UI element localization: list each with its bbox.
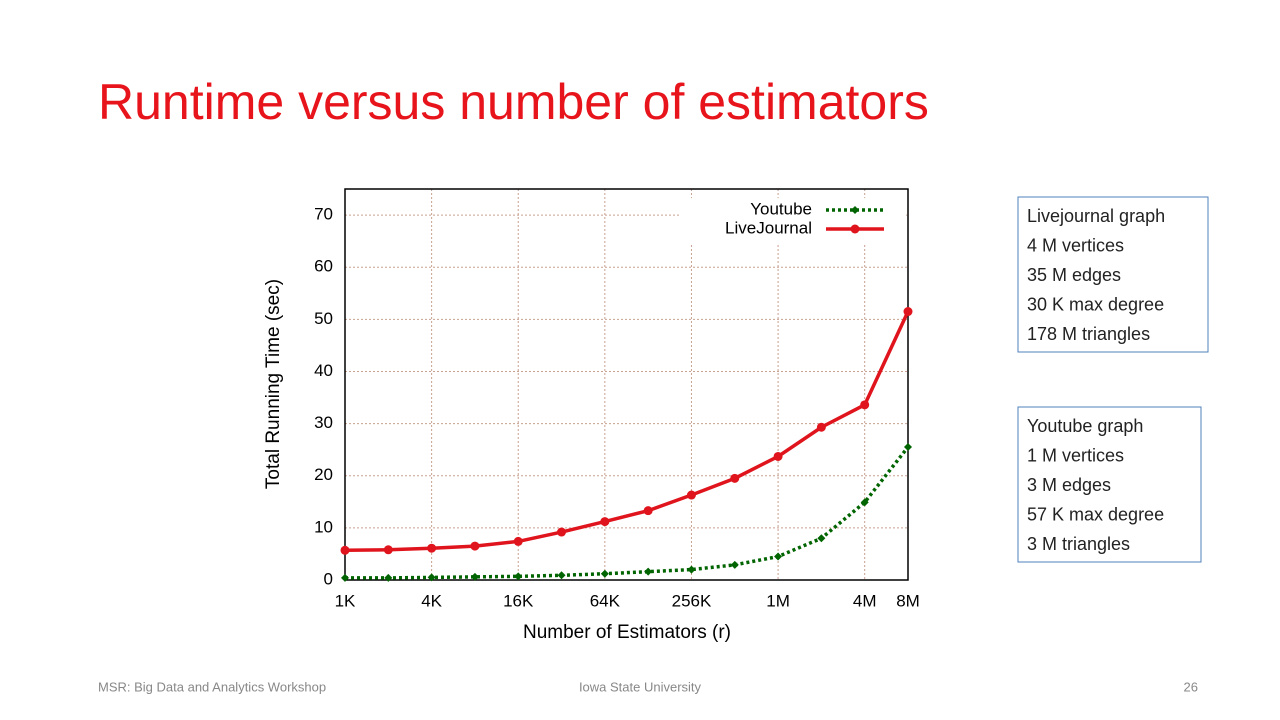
data-point	[514, 572, 523, 581]
info-line: 1 M vertices	[1027, 445, 1124, 465]
x-tick-label: 16K	[503, 591, 534, 610]
info-line: 4 M vertices	[1027, 235, 1124, 255]
data-point	[600, 569, 609, 578]
y-tick-label: 10	[314, 517, 333, 536]
x-tick-label: 4M	[853, 591, 877, 610]
y-tick-label: 50	[314, 309, 333, 328]
info-line: Livejournal graph	[1027, 206, 1165, 226]
info-line: 3 M triangles	[1027, 534, 1130, 554]
data-point	[773, 451, 783, 461]
x-tick-label: 4K	[421, 591, 442, 610]
footer-center: Iowa State University	[579, 679, 702, 694]
footer-left: MSR: Big Data and Analytics Workshop	[98, 679, 326, 694]
data-point	[427, 543, 437, 553]
y-axis-label: Total Running Time (sec)	[263, 279, 284, 489]
data-point	[340, 545, 350, 555]
y-tick-label: 30	[314, 413, 333, 432]
data-point	[730, 560, 739, 569]
x-axis-label: Number of Estimators (r)	[523, 622, 731, 643]
data-point	[600, 517, 610, 527]
info-line: 35 M edges	[1027, 265, 1121, 285]
info-box	[1017, 196, 1209, 353]
data-point	[470, 541, 480, 551]
data-point	[860, 400, 870, 410]
data-point	[903, 307, 913, 317]
x-tick-label: 1M	[766, 591, 790, 610]
x-tick-label: 256K	[672, 591, 712, 610]
data-point	[817, 534, 826, 543]
info-line: 3 M edges	[1027, 475, 1111, 495]
slide-title: Runtime versus number of estimators	[98, 74, 929, 130]
data-point	[557, 527, 567, 537]
data-point	[643, 506, 653, 516]
series-line	[344, 310, 910, 553]
x-tick-label: 8M	[896, 591, 920, 610]
info-line: 57 K max degree	[1027, 504, 1164, 524]
x-tick-label: 64K	[590, 591, 621, 610]
legend-box	[680, 198, 906, 244]
legend-label: Youtube	[750, 199, 812, 218]
y-tick-label: 60	[314, 257, 333, 276]
legend-label: LiveJournal	[725, 218, 812, 237]
y-tick-label: 70	[314, 205, 333, 224]
y-tick-label: 40	[314, 361, 333, 380]
data-point	[341, 573, 349, 582]
data-point	[470, 572, 479, 581]
data-point	[860, 498, 869, 507]
data-point	[644, 567, 653, 576]
info-line: 178 M triangles	[1027, 324, 1150, 344]
info-box	[1017, 406, 1202, 563]
data-point	[687, 565, 696, 574]
y-tick-label: 20	[314, 465, 333, 484]
data-point	[557, 571, 566, 580]
data-point	[513, 536, 523, 546]
data-point	[686, 490, 696, 500]
data-point	[730, 473, 740, 483]
info-line: 30 K max degree	[1027, 294, 1164, 314]
x-tick-label: 1K	[335, 591, 356, 610]
plot-frame	[344, 188, 909, 581]
legend-marker	[851, 206, 859, 214]
data-point	[816, 422, 826, 432]
page-number: 26	[1184, 679, 1198, 694]
info-line: Youtube graph	[1027, 416, 1143, 436]
series-line	[345, 445, 910, 580]
legend-marker	[850, 224, 860, 234]
data-point	[427, 573, 436, 582]
data-point	[904, 443, 912, 452]
data-point	[383, 545, 393, 555]
data-point	[384, 573, 393, 582]
data-point	[774, 552, 783, 561]
y-tick-label: 0	[324, 569, 333, 588]
